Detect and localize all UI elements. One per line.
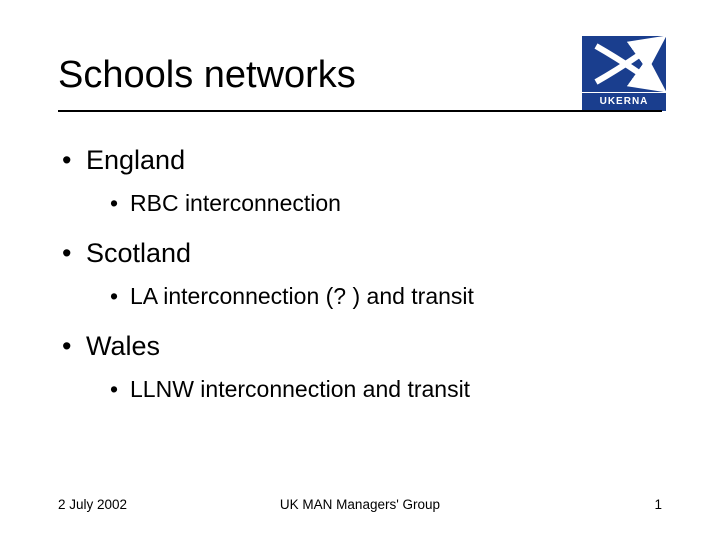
footer: 2 July 2002 UK MAN Managers' Group 1 — [58, 497, 662, 512]
list-item-label: England — [86, 145, 185, 175]
list-item-label: RBC interconnection — [130, 190, 341, 216]
list-item: LLNW interconnection and transit — [108, 370, 662, 409]
list-item-label: LLNW interconnection and transit — [130, 376, 470, 402]
footer-date: 2 July 2002 — [58, 497, 127, 512]
title-row: Schools networks — [58, 56, 662, 112]
footer-page-number: 1 — [654, 497, 662, 512]
list-item: LA interconnection (? ) and transit — [108, 277, 662, 316]
list-item: RBC interconnection — [108, 184, 662, 223]
list-item: Wales LLNW interconnection and transit — [58, 326, 662, 409]
page-title: Schools networks — [58, 56, 662, 112]
sub-list: RBC interconnection — [86, 184, 662, 223]
slide: UKERNA Schools networks England RBC inte… — [0, 0, 720, 540]
list-item-label: Wales — [86, 331, 160, 361]
list-item-label: LA interconnection (? ) and transit — [130, 283, 474, 309]
bullet-list: England RBC interconnection Scotland LA … — [58, 140, 662, 409]
list-item-label: Scotland — [86, 238, 191, 268]
sub-list: LLNW interconnection and transit — [86, 370, 662, 409]
list-item: England RBC interconnection — [58, 140, 662, 223]
footer-group: UK MAN Managers' Group — [58, 497, 662, 512]
sub-list: LA interconnection (? ) and transit — [86, 277, 662, 316]
list-item: Scotland LA interconnection (? ) and tra… — [58, 233, 662, 316]
